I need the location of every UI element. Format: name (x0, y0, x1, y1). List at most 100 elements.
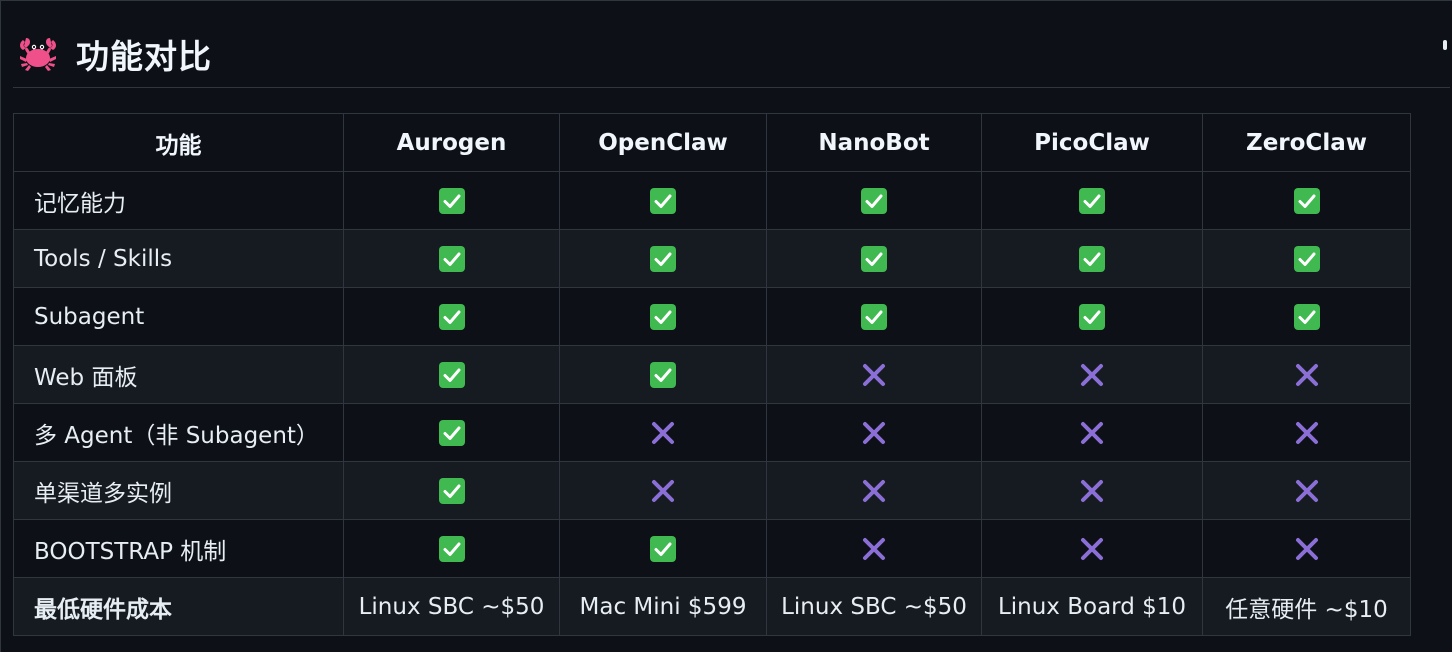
cost-cell: Linux SBC ~$50 (766, 577, 982, 636)
support-cell (343, 229, 560, 288)
table-row: Tools / Skills (13, 229, 1411, 288)
column-header: 功能 (13, 113, 344, 172)
support-cell (343, 403, 560, 462)
check-icon (1079, 187, 1105, 214)
table-header-row: 功能 Aurogen OpenClaw NanoBot PicoClaw Zer… (13, 113, 1411, 172)
cross-icon (1079, 419, 1105, 445)
support-cell (981, 229, 1203, 288)
check-icon (438, 419, 465, 446)
support-cell (343, 519, 560, 578)
comparison-table: 功能 Aurogen OpenClaw NanoBot PicoClaw Zer… (13, 113, 1411, 636)
crab-icon (20, 38, 56, 71)
cost-cell: Linux Board $10 (981, 577, 1203, 636)
support-cell (343, 171, 560, 230)
feature-label: 最低硬件成本 (13, 577, 344, 636)
column-header: PicoClaw (981, 113, 1203, 172)
column-header: ZeroClaw (1202, 113, 1411, 172)
support-cell (559, 229, 767, 288)
cross-icon (1294, 477, 1320, 503)
support-cell (1202, 171, 1411, 230)
check-icon (650, 361, 676, 388)
check-icon (650, 535, 676, 562)
support-cell (1202, 345, 1411, 404)
support-cell (766, 461, 982, 520)
check-icon (1293, 187, 1320, 214)
cross-icon (650, 477, 676, 503)
check-icon (1293, 303, 1320, 330)
table-row: Web 面板 (13, 345, 1411, 404)
support-cell (766, 345, 982, 404)
support-cell (766, 229, 982, 288)
feature-label: 多 Agent（非 Subagent） (13, 403, 344, 462)
table-row: 记忆能力 (13, 171, 1411, 230)
check-icon (1079, 303, 1105, 330)
support-cell (559, 171, 767, 230)
check-icon (650, 245, 676, 272)
check-icon (1293, 245, 1320, 272)
page-title: 功能对比 (76, 37, 212, 76)
check-icon (438, 361, 465, 388)
check-icon (861, 187, 887, 214)
cross-icon (861, 361, 887, 387)
support-cell (559, 287, 767, 346)
column-header: NanoBot (766, 113, 982, 172)
check-icon (438, 245, 465, 272)
cross-icon (861, 419, 887, 445)
cross-icon (1079, 477, 1105, 503)
table-row-cost: 最低硬件成本 Linux SBC ~$50 Mac Mini $599 Linux S… (13, 577, 1411, 636)
support-cell (981, 287, 1203, 346)
support-cell (766, 171, 982, 230)
support-cell (1202, 461, 1411, 520)
column-header: OpenClaw (559, 113, 767, 172)
support-cell (766, 287, 982, 346)
support-cell (766, 403, 982, 462)
support-cell (1202, 287, 1411, 346)
support-cell (343, 345, 560, 404)
support-cell (1202, 403, 1411, 462)
cross-icon (861, 535, 887, 561)
feature-label: Tools / Skills (13, 229, 344, 288)
support-cell (766, 519, 982, 578)
feature-label: Web 面板 (13, 345, 344, 404)
heading-divider (13, 87, 1450, 88)
check-icon (650, 187, 676, 214)
support-cell (559, 403, 767, 462)
feature-label: 记忆能力 (13, 171, 344, 230)
support-cell (981, 403, 1203, 462)
check-icon (438, 303, 465, 330)
scroll-indicator[interactable] (1443, 40, 1447, 50)
check-icon (861, 245, 887, 272)
support-cell (981, 519, 1203, 578)
cross-icon (1294, 361, 1320, 387)
cross-icon (1079, 535, 1105, 561)
check-icon (861, 303, 887, 330)
support-cell (1202, 229, 1411, 288)
support-cell (1202, 519, 1411, 578)
cross-icon (1294, 535, 1320, 561)
table-row: 单渠道多实例 (13, 461, 1411, 520)
feature-label: Subagent (13, 287, 344, 346)
support-cell (559, 519, 767, 578)
check-icon (438, 477, 465, 504)
column-header: Aurogen (343, 113, 560, 172)
cost-cell: Linux SBC ~$50 (343, 577, 560, 636)
cross-icon (1294, 419, 1320, 445)
support-cell (559, 345, 767, 404)
support-cell (981, 345, 1203, 404)
check-icon (1079, 245, 1105, 272)
cross-icon (1079, 361, 1105, 387)
support-cell (981, 171, 1203, 230)
feature-label: 单渠道多实例 (13, 461, 344, 520)
support-cell (343, 287, 560, 346)
table-row: Subagent (13, 287, 1411, 346)
table-row: BOOTSTRAP 机制 (13, 519, 1411, 578)
cross-icon (650, 419, 676, 445)
check-icon (650, 303, 676, 330)
support-cell (343, 461, 560, 520)
feature-label: BOOTSTRAP 机制 (13, 519, 344, 578)
support-cell (981, 461, 1203, 520)
cross-icon (861, 477, 887, 503)
check-icon (438, 535, 465, 562)
table-row: 多 Agent（非 Subagent） (13, 403, 1411, 462)
support-cell (559, 461, 767, 520)
